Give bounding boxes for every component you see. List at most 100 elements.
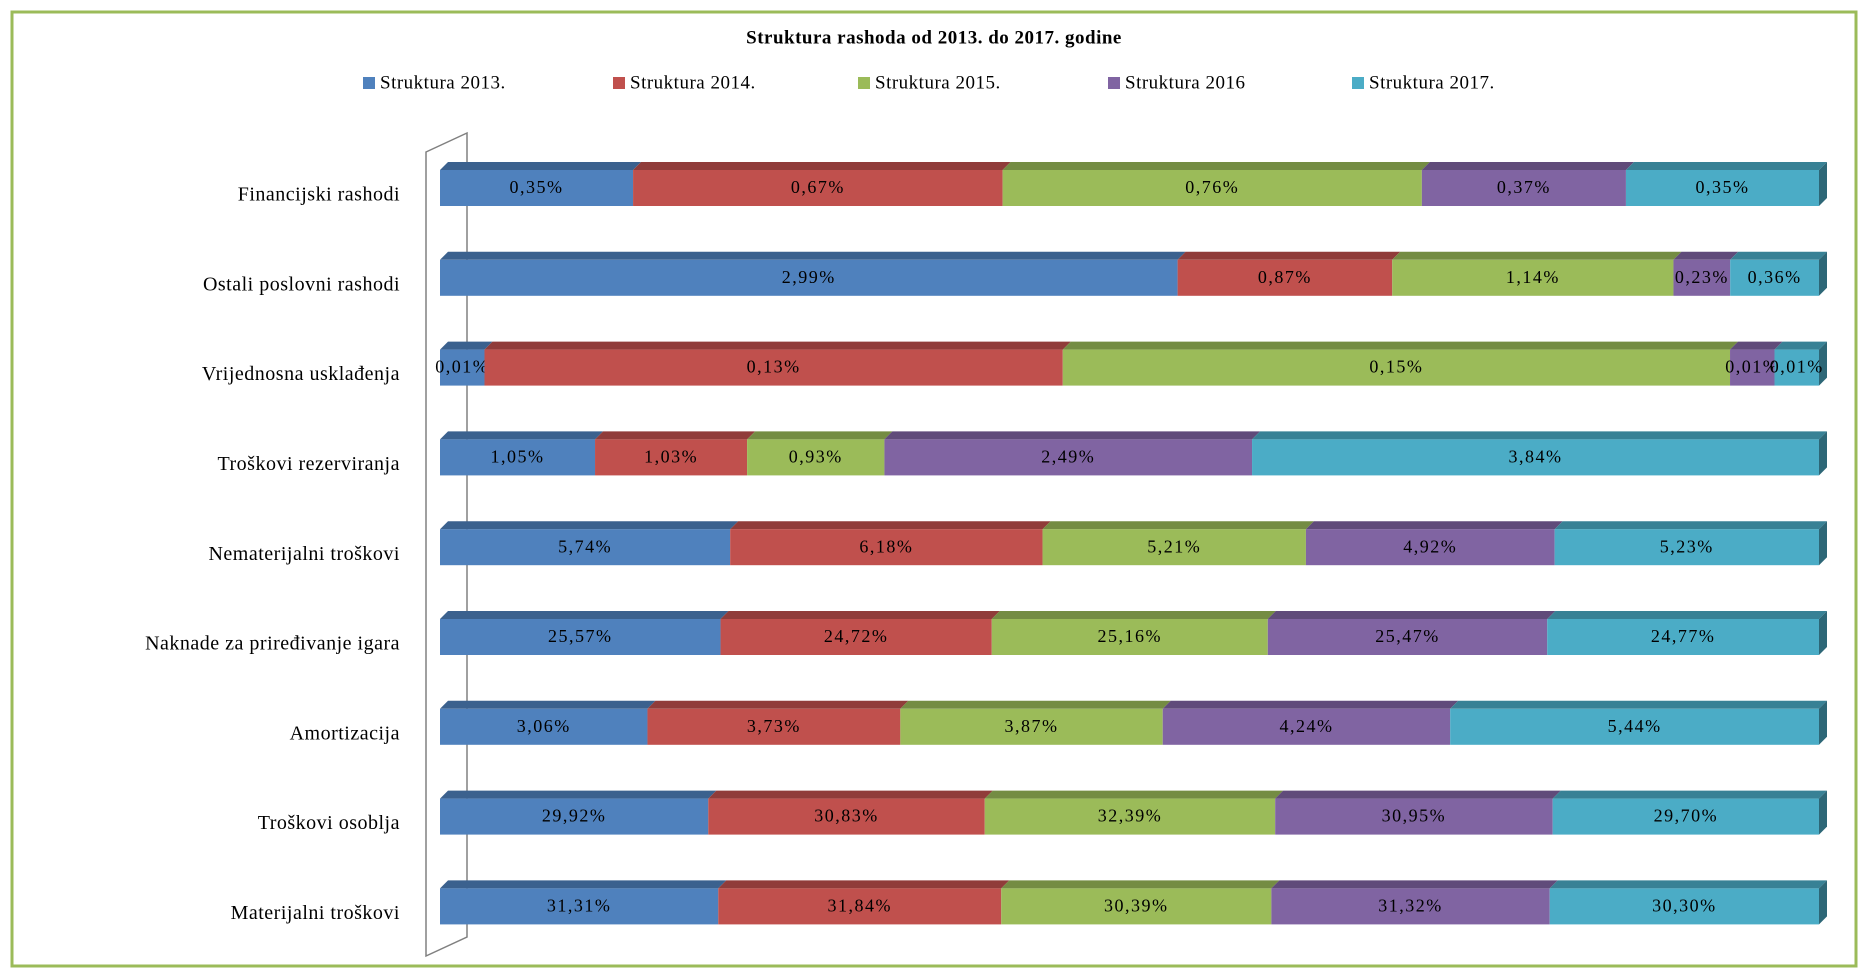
y-tick-label: Materijalni troškovi — [231, 902, 400, 924]
bar-top — [730, 521, 1051, 530]
bar-top — [1549, 880, 1827, 889]
bar-face — [440, 439, 596, 476]
bar-top — [595, 431, 756, 440]
legend-label: Struktura 2016 — [1125, 72, 1245, 93]
bar-segment — [708, 790, 993, 835]
bar-top — [1271, 880, 1558, 889]
bar-face — [440, 349, 485, 386]
legend-swatch — [858, 77, 870, 89]
bar-segment — [440, 162, 642, 206]
bar-end — [1819, 162, 1827, 206]
bar-segment — [1549, 880, 1827, 925]
data-label: 0,15% — [1369, 357, 1423, 377]
bar-face — [440, 259, 1178, 296]
bar-segment — [1554, 521, 1827, 566]
data-label: 0,13% — [747, 357, 801, 377]
bar-face — [1252, 439, 1819, 476]
bar-segment — [440, 521, 739, 566]
data-label: 0,01% — [1725, 357, 1779, 377]
bar-top — [1421, 162, 1634, 170]
data-label: 31,84% — [828, 896, 893, 916]
data-label: 30,83% — [814, 806, 879, 826]
data-label: 0,01% — [1770, 357, 1824, 377]
bar-face — [747, 439, 885, 476]
bar-segment — [720, 611, 1000, 655]
bar-face — [718, 888, 1002, 925]
bar-face — [720, 619, 992, 655]
data-label: 3,73% — [747, 716, 801, 736]
data-label: 3,84% — [1509, 447, 1563, 467]
bar-top — [1002, 162, 1430, 170]
bar-segment — [440, 700, 656, 745]
bar-top — [1392, 251, 1682, 260]
bar-face — [1062, 349, 1731, 386]
bar-top — [1267, 611, 1556, 619]
bar-segment — [1271, 880, 1558, 925]
bar-face — [440, 529, 731, 566]
bar-top — [440, 341, 493, 350]
data-label: 3,06% — [517, 716, 571, 736]
data-label: 0,01% — [435, 357, 489, 377]
bar-face — [647, 708, 901, 745]
bar-face — [1730, 349, 1775, 386]
data-label: 24,77% — [1651, 626, 1716, 646]
bar-face — [1625, 170, 1819, 206]
bar-top — [884, 431, 1261, 440]
bar-end — [1819, 431, 1827, 476]
data-label: 0,23% — [1675, 267, 1729, 287]
bar-segment — [991, 611, 1276, 655]
bar-top — [484, 341, 1071, 350]
bar-segment — [718, 880, 1010, 925]
bar-face — [1042, 529, 1306, 566]
y-tick-label: Vrijednosna usklađenja — [202, 363, 400, 385]
bar-segment — [1730, 341, 1783, 386]
bar-top — [708, 790, 993, 799]
bar-top — [647, 700, 909, 709]
data-label: 0,87% — [1258, 267, 1312, 287]
bar-segment — [440, 611, 729, 655]
bar-top — [1305, 521, 1563, 530]
bar-top — [1062, 341, 1739, 350]
bar-face — [633, 170, 1003, 206]
bar-end — [1819, 341, 1827, 386]
bar-top — [1162, 700, 1459, 709]
bar-face — [1549, 888, 1819, 925]
bar-face — [1673, 259, 1731, 296]
legend-label: Struktura 2014. — [630, 72, 756, 93]
data-label: 0,35% — [1695, 177, 1749, 197]
data-label: 25,16% — [1098, 626, 1163, 646]
data-label: 5,21% — [1147, 536, 1201, 556]
bar-top — [1625, 162, 1827, 170]
data-label: 29,92% — [542, 806, 607, 826]
bar-top — [1730, 251, 1827, 260]
data-label: 1,14% — [1506, 267, 1560, 287]
bar-segment — [984, 790, 1284, 835]
data-label: 0,67% — [791, 177, 845, 197]
bar-face — [1421, 170, 1626, 206]
bar-segment — [1162, 700, 1459, 745]
data-label: 25,57% — [548, 626, 613, 646]
bar-end — [1819, 611, 1827, 655]
data-label: 6,18% — [859, 536, 913, 556]
bar-top — [1275, 790, 1561, 799]
bar-top — [440, 611, 729, 619]
legend-swatch — [363, 77, 375, 89]
y-tick-label: Naknade za priređivanje igara — [145, 633, 400, 655]
bar-face — [1450, 708, 1819, 745]
bar-face — [1001, 888, 1272, 925]
bar-top — [1552, 790, 1827, 799]
bar-face — [1002, 170, 1422, 206]
bar-top — [720, 611, 1000, 619]
bar-face — [984, 798, 1276, 835]
bar-face — [440, 708, 648, 745]
bar-segment — [1673, 251, 1739, 296]
bar-segment — [1275, 790, 1561, 835]
data-label: 0,36% — [1748, 267, 1802, 287]
bar-top — [440, 251, 1186, 260]
data-label: 5,23% — [1660, 536, 1714, 556]
bar-face — [1267, 619, 1548, 655]
bar-face — [708, 798, 985, 835]
bar-face — [1177, 259, 1393, 296]
data-label: 0,35% — [510, 177, 564, 197]
bar-top — [1774, 341, 1827, 350]
